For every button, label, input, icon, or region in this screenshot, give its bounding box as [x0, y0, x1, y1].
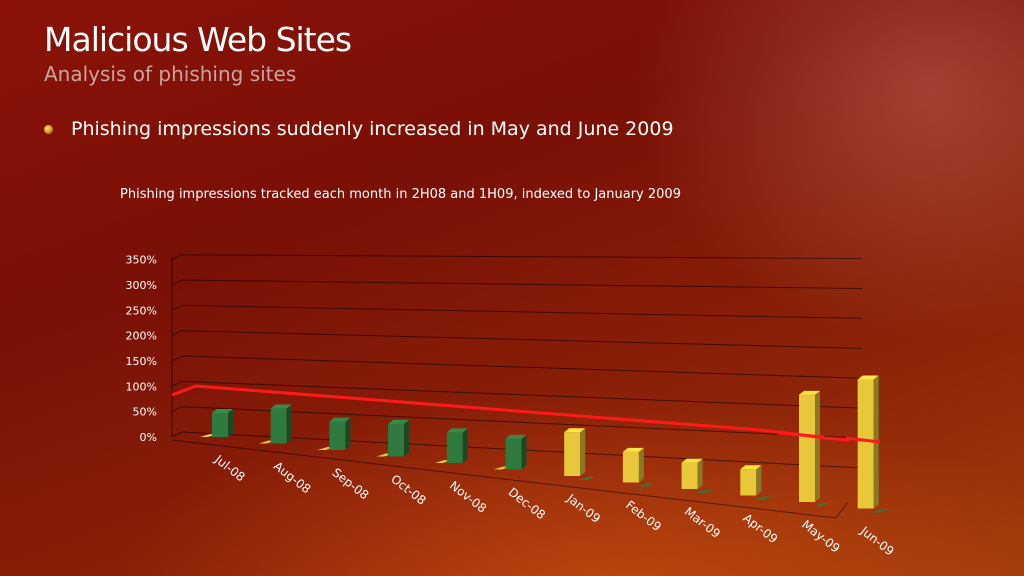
x-tick-label: Jun-09 [857, 523, 897, 558]
gridline-tick [171, 330, 183, 337]
bar-mar-09 [681, 462, 698, 489]
x-tick-label: Mar-09 [682, 504, 723, 541]
x-tick-label: Jul-08 [211, 452, 247, 485]
bar-dec-08-top [505, 434, 527, 439]
bar-sep-08 [329, 421, 346, 450]
bar-feb-09 [622, 451, 639, 483]
bar-nov-08 [446, 432, 463, 463]
x-tick-label: May-09 [799, 517, 842, 555]
gridline [181, 279, 863, 290]
trend-line-dash [845, 436, 881, 444]
gridline [181, 304, 863, 319]
bar-marker-jun-09 [871, 509, 890, 513]
bar-mar-09-top [681, 458, 703, 463]
x-tick-label: Aug-08 [271, 459, 314, 497]
bar-nov-08-side [462, 428, 468, 463]
gridline-tick [171, 355, 183, 362]
gridline [181, 355, 863, 379]
bar-jan-09-side [580, 428, 586, 476]
y-tick-label: 200% [126, 330, 157, 343]
bar-oct-08 [388, 423, 405, 457]
slide-subtitle: Analysis of phishing sites [44, 62, 297, 86]
bar-marker-apr-09 [754, 496, 773, 500]
bar-may-09 [799, 394, 815, 502]
gridline-tick [171, 254, 183, 261]
bar-jan-09-top [564, 428, 586, 433]
bar-dec-08 [505, 438, 522, 470]
bar-marker-mar-09 [695, 490, 714, 493]
bar-oct-08-side [404, 419, 410, 457]
bar-sep-08-side [345, 417, 351, 450]
bar-apr-09-side [756, 465, 762, 496]
x-tick-label: Sep-08 [330, 465, 372, 502]
bar-aug-08-side [286, 404, 292, 444]
bar-dec-08-side [521, 434, 527, 470]
bar-jul-08-top [212, 408, 233, 413]
bar-feb-09-side [638, 447, 644, 483]
gridline [181, 406, 863, 439]
bar-marker-may-09 [813, 503, 831, 506]
bullet-text: Phishing impressions suddenly increased … [71, 118, 674, 140]
bar-apr-09-top [740, 465, 762, 470]
bar-oct-08-top [388, 419, 410, 424]
trend-line [171, 384, 851, 442]
gridline-tick [171, 406, 183, 413]
slide-title: Malicious Web Sites [44, 20, 352, 59]
chart-title: Phishing impressions tracked each month … [120, 187, 681, 202]
bar-marker-jan-09 [578, 477, 597, 480]
bar-marker-feb-09 [636, 483, 655, 487]
gridline-tick [171, 380, 183, 387]
y-tick-label: 100% [126, 380, 157, 393]
bullet-icon [44, 124, 53, 134]
x-tick-label: Feb-09 [623, 498, 664, 534]
gridline-tick [171, 431, 183, 438]
y-tick-label: 0% [140, 431, 157, 444]
bar-apr-09 [740, 469, 757, 496]
floor-front-edge [171, 439, 837, 519]
bar-jul-08 [212, 412, 228, 437]
bar-sep-08-top [329, 417, 351, 422]
x-tick-label: Jan-09 [564, 491, 603, 526]
gridline [181, 380, 863, 409]
gridline [181, 330, 863, 349]
bar-feb-09-top [622, 447, 644, 452]
y-tick-label: 50% [133, 406, 157, 419]
gridline-tick [171, 279, 183, 286]
bar-aug-08-top [270, 404, 292, 409]
bar-nov-08-top [446, 428, 468, 433]
bar-mar-09-side [697, 458, 703, 489]
y-tick-label: 250% [126, 304, 157, 317]
gridline [181, 254, 863, 260]
bar-aug-08 [270, 408, 287, 444]
floor-right-edge [835, 501, 849, 519]
gridline-tick [171, 304, 183, 311]
bar-jun-09 [857, 379, 874, 509]
x-tick-label: Nov-08 [447, 478, 489, 515]
bullet-item: Phishing impressions suddenly increased … [44, 118, 674, 140]
bar-jul-08-side [228, 408, 233, 437]
trend-line-dash [777, 431, 825, 439]
bar-may-09-side [815, 390, 820, 502]
bar-jun-09-top [857, 375, 879, 380]
x-tick-label: Oct-08 [388, 472, 428, 508]
y-tick-label: 350% [126, 254, 157, 267]
bar-may-09-top [799, 390, 820, 395]
y-tick-label: 150% [126, 355, 157, 368]
y-tick-label: 300% [126, 279, 157, 292]
bar-jan-09 [564, 432, 581, 476]
x-tick-label: Apr-09 [740, 511, 780, 546]
x-tick-label: Dec-08 [506, 485, 548, 522]
